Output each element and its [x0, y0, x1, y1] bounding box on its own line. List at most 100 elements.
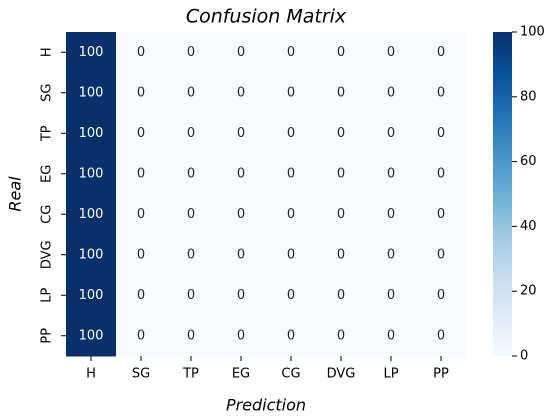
- cell-label: 0: [437, 45, 445, 60]
- y-tick-label: TP: [40, 125, 55, 142]
- cell-label: 0: [437, 166, 445, 181]
- cell-label: 100: [79, 166, 104, 181]
- cell-label: 100: [79, 126, 104, 141]
- heatmap-cell: [116, 275, 167, 316]
- heatmap-cell: [416, 72, 467, 114]
- colorbar-tick-label: 20: [520, 284, 537, 299]
- heatmap-cell: [416, 315, 467, 357]
- x-tick-label: LP: [383, 367, 398, 382]
- cell-label: 0: [437, 207, 445, 222]
- cell-label: 0: [387, 247, 395, 262]
- heatmap-cell: [66, 153, 117, 195]
- cell-label: 100: [79, 45, 104, 60]
- cell-label: 0: [187, 45, 195, 60]
- cell-label: 0: [337, 166, 345, 181]
- x-tick-label: CG: [281, 367, 300, 382]
- heatmap-cell: [266, 32, 317, 73]
- heatmap-cell: [66, 72, 117, 114]
- cell-label: 0: [137, 126, 145, 141]
- heatmap-cell: [366, 72, 417, 114]
- cell-label: 0: [287, 85, 295, 100]
- cell-label: 0: [187, 85, 195, 100]
- heatmap-cell: [116, 32, 167, 73]
- heatmap-cell: [166, 32, 217, 73]
- heatmap-cell: [66, 113, 117, 154]
- cell-label: 0: [287, 45, 295, 60]
- heatmap-cell: [66, 194, 117, 235]
- cell-label: 0: [287, 288, 295, 303]
- cell-label: 0: [337, 328, 345, 343]
- chart-title: Confusion Matrix: [186, 6, 347, 28]
- heatmap-cell: [416, 275, 467, 316]
- cell-label: 0: [237, 85, 245, 100]
- x-tick-label: SG: [132, 367, 150, 382]
- heatmap-cell: [216, 234, 267, 276]
- cell-label: 0: [237, 247, 245, 262]
- cell-label: 0: [137, 85, 145, 100]
- heatmap-cell: [166, 234, 217, 276]
- heatmap-cell: [216, 315, 267, 357]
- heatmap-cell: [366, 153, 417, 195]
- cell-label: 0: [387, 45, 395, 60]
- colorbar-tick-label: 100: [520, 25, 545, 40]
- heatmap-cell: [266, 315, 317, 357]
- heatmap-cell: [366, 194, 417, 235]
- y-tick-label: H: [40, 47, 55, 57]
- cell-label: 100: [79, 328, 104, 343]
- cell-label: 0: [237, 288, 245, 303]
- heatmap-cell: [266, 234, 317, 276]
- heatmap-cell: [366, 32, 417, 73]
- y-tick-label: CG: [40, 205, 55, 224]
- heatmap-cell: [316, 72, 367, 114]
- x-tick-label: DVG: [327, 367, 356, 382]
- colorbar-tick-label: 60: [520, 154, 537, 169]
- heatmap-cell: [316, 32, 367, 73]
- heatmap-cell: [116, 153, 167, 195]
- cell-label: 0: [387, 207, 395, 222]
- colorbar-tick-label: 80: [520, 89, 537, 104]
- heatmap-cell: [166, 153, 217, 195]
- heatmap-cell: [366, 113, 417, 154]
- y-tick-label: DVG: [40, 240, 55, 269]
- colorbar-tick-label: 0: [520, 349, 528, 364]
- x-tick-label: PP: [433, 367, 449, 382]
- cell-label: 0: [387, 288, 395, 303]
- heatmap-cell: [316, 234, 367, 276]
- x-tick-label: TP: [182, 367, 199, 382]
- cell-label: 0: [237, 45, 245, 60]
- cell-label: 0: [287, 328, 295, 343]
- heatmap-cell: [416, 32, 467, 73]
- cell-label: 0: [137, 45, 145, 60]
- cell-label: 0: [387, 126, 395, 141]
- cell-label: 0: [137, 207, 145, 222]
- cell-label: 0: [337, 288, 345, 303]
- cell-label: 100: [79, 85, 104, 100]
- y-tick-label: EG: [40, 165, 55, 183]
- cell-label: 0: [337, 45, 345, 60]
- y-tick-label: SG: [40, 84, 55, 102]
- heatmap-cell: [66, 32, 117, 73]
- cell-label: 0: [187, 288, 195, 303]
- heatmap-cell: [316, 315, 367, 357]
- x-tick-label: EG: [232, 367, 250, 382]
- heatmap-cell: [416, 153, 467, 195]
- cell-label: 0: [237, 166, 245, 181]
- heatmap-cell: [216, 275, 267, 316]
- cell-label: 0: [137, 288, 145, 303]
- heatmap-cell: [366, 315, 417, 357]
- x-tick-label: H: [86, 367, 96, 382]
- cell-label: 0: [337, 207, 345, 222]
- heatmap-cell: [216, 72, 267, 114]
- cell-label: 0: [437, 85, 445, 100]
- cell-label: 0: [337, 126, 345, 141]
- heatmap-cell: [316, 153, 367, 195]
- heatmap-cell: [116, 113, 167, 154]
- heatmap-cell: [266, 153, 317, 195]
- heatmap-cell: [116, 315, 167, 357]
- cell-label: 0: [187, 207, 195, 222]
- heatmap-cell: [166, 194, 217, 235]
- heatmap-cell: [116, 72, 167, 114]
- cell-label: 0: [387, 166, 395, 181]
- heatmap-cell: [416, 194, 467, 235]
